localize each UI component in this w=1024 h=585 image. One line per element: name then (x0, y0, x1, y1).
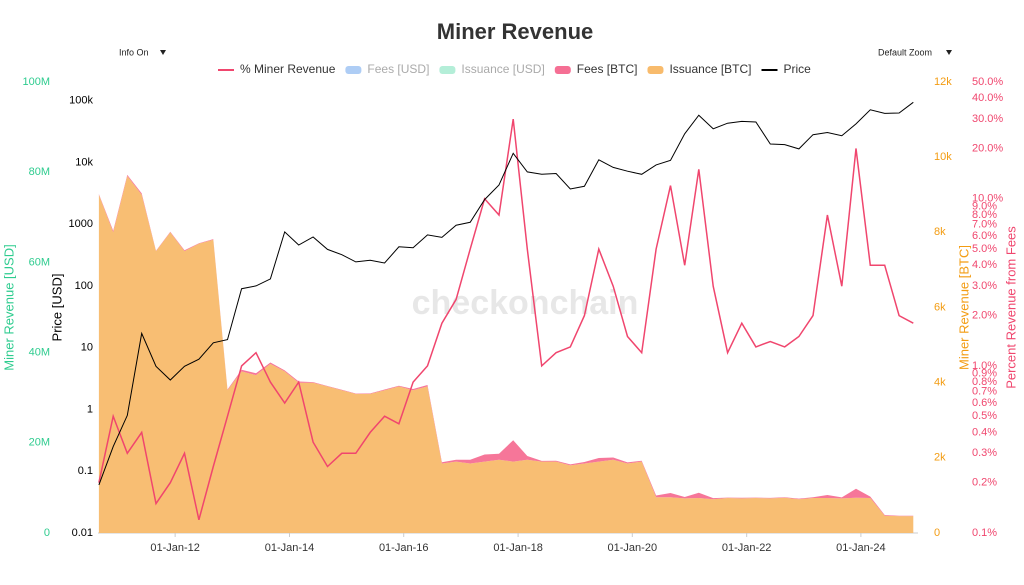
y-tick-label: 10.0% (972, 193, 1003, 205)
y-tick-label: 4.0% (972, 259, 997, 271)
dropdown-box[interactable] (870, 44, 960, 62)
y-tick-label: 0.1 (78, 465, 93, 477)
y-tick-label: 0 (934, 527, 940, 539)
y-tick-label: 9.0% (972, 200, 997, 212)
y-tick-label: 80M (29, 166, 50, 178)
y-tick-label: 0.8% (972, 376, 997, 388)
y-tick-label: 0.01 (72, 527, 93, 539)
y-tick-label: 3.0% (972, 280, 997, 292)
y-tick-label: 0.5% (972, 410, 997, 422)
y-tick-label: 7.0% (972, 219, 997, 231)
area (98, 176, 914, 533)
y-tick-label: 0.1% (972, 527, 997, 539)
legend-item[interactable]: Issuance [USD] (439, 62, 545, 76)
axis-title: Price [USD] (49, 274, 64, 342)
y-tick-label: 4k (934, 377, 946, 389)
axis-title: Percent Revenue from Fees (1003, 226, 1018, 389)
x-tick-label: 01-Jan-20 (608, 542, 658, 554)
axis-title: Miner Revenue [BTC] (956, 245, 971, 370)
y-tick-label: 10k (75, 156, 93, 168)
legend-item[interactable]: Fees [BTC] (554, 62, 638, 76)
y-tick-label: 1.0% (972, 360, 997, 372)
dropdown-label[interactable]: Info On (119, 47, 149, 57)
y-tick-label: 0.3% (972, 447, 997, 459)
legend-swatch[interactable] (345, 66, 362, 74)
y-tick-label: 2.0% (972, 310, 997, 322)
x-tick-label: 01-Jan-14 (265, 542, 315, 554)
y-tick-label: 100 (75, 280, 93, 292)
y-tick-label: 0.2% (972, 477, 997, 489)
y-tick-label: 20M (29, 437, 50, 449)
y-tick-label: 30.0% (972, 113, 1003, 125)
legend-swatch[interactable] (439, 66, 456, 74)
y-tick-label: 100M (22, 76, 50, 88)
y-tick-label: 60M (29, 256, 50, 268)
watermark: checkonchain (412, 284, 639, 322)
dropdown-label[interactable]: Default Zoom (878, 47, 932, 57)
y-tick-label: 0.7% (972, 386, 997, 398)
x-tick-label: 01-Jan-24 (836, 542, 886, 554)
legend-item[interactable]: Price (761, 62, 812, 76)
axis-title: Miner Revenue [USD] (1, 244, 16, 370)
y-tick-label: 10 (81, 342, 93, 354)
x-tick-label: 01-Jan-22 (722, 542, 772, 554)
y-tick-label: 2k (934, 452, 946, 464)
chart-title: Miner Revenue (437, 19, 594, 44)
y-tick-label: 40M (29, 347, 50, 359)
legend-label[interactable]: Issuance [USD] (461, 62, 544, 76)
y-tick-label: 5.0% (972, 243, 997, 255)
info-dropdown[interactable]: Info On (110, 44, 172, 62)
y-tick-label: 12k (934, 76, 952, 88)
y-tick-label: 0.6% (972, 397, 997, 409)
legend-label[interactable]: Price (784, 62, 812, 76)
dropdown-arrow[interactable] (946, 50, 952, 55)
x-tick-label: 01-Jan-12 (150, 542, 200, 554)
line (98, 101, 914, 486)
legend-item[interactable]: % Miner Revenue (218, 62, 336, 76)
x-tick-label: 01-Jan-18 (493, 542, 543, 554)
y-tick-label: 0.9% (972, 367, 997, 379)
y-tick-label: 8k (934, 226, 946, 238)
legend-label[interactable]: Fees [USD] (367, 62, 429, 76)
y-tick-label: 6.0% (972, 230, 997, 242)
y-tick-label: 50.0% (972, 76, 1003, 88)
legend: % Miner Revenue Fees [USD] Issuance [USD] F… (218, 62, 811, 76)
legend-item[interactable]: Issuance [BTC] (647, 62, 752, 76)
x-tick-label: 01-Jan-16 (379, 542, 429, 554)
legend-label[interactable]: Issuance [BTC] (669, 62, 751, 76)
y-tick-label: 0.4% (972, 426, 997, 438)
y-tick-label: 100k (69, 95, 93, 107)
y-tick-label: 8.0% (972, 209, 997, 221)
y-tick-label: 1000 (69, 218, 93, 230)
y-tick-label: 6k (934, 301, 946, 313)
y-tick-label: 40.0% (972, 92, 1003, 104)
y-tick-label: 1 (87, 403, 93, 415)
y-tick-label: 0 (44, 527, 50, 539)
legend-label[interactable]: Fees [BTC] (577, 62, 638, 76)
legend-swatch[interactable] (554, 66, 571, 74)
y-tick-label: 10k (934, 151, 952, 163)
legend-swatch[interactable] (647, 66, 664, 74)
line (98, 118, 914, 520)
y-tick-label: 20.0% (972, 142, 1003, 154)
legend-label[interactable]: % Miner Revenue (240, 62, 336, 76)
dropdown-arrow[interactable] (160, 50, 166, 55)
dropdown-box[interactable] (110, 44, 172, 62)
area (98, 174, 914, 517)
zoom-dropdown[interactable]: Default Zoom (870, 44, 960, 62)
legend-item[interactable]: Fees [USD] (345, 62, 429, 76)
